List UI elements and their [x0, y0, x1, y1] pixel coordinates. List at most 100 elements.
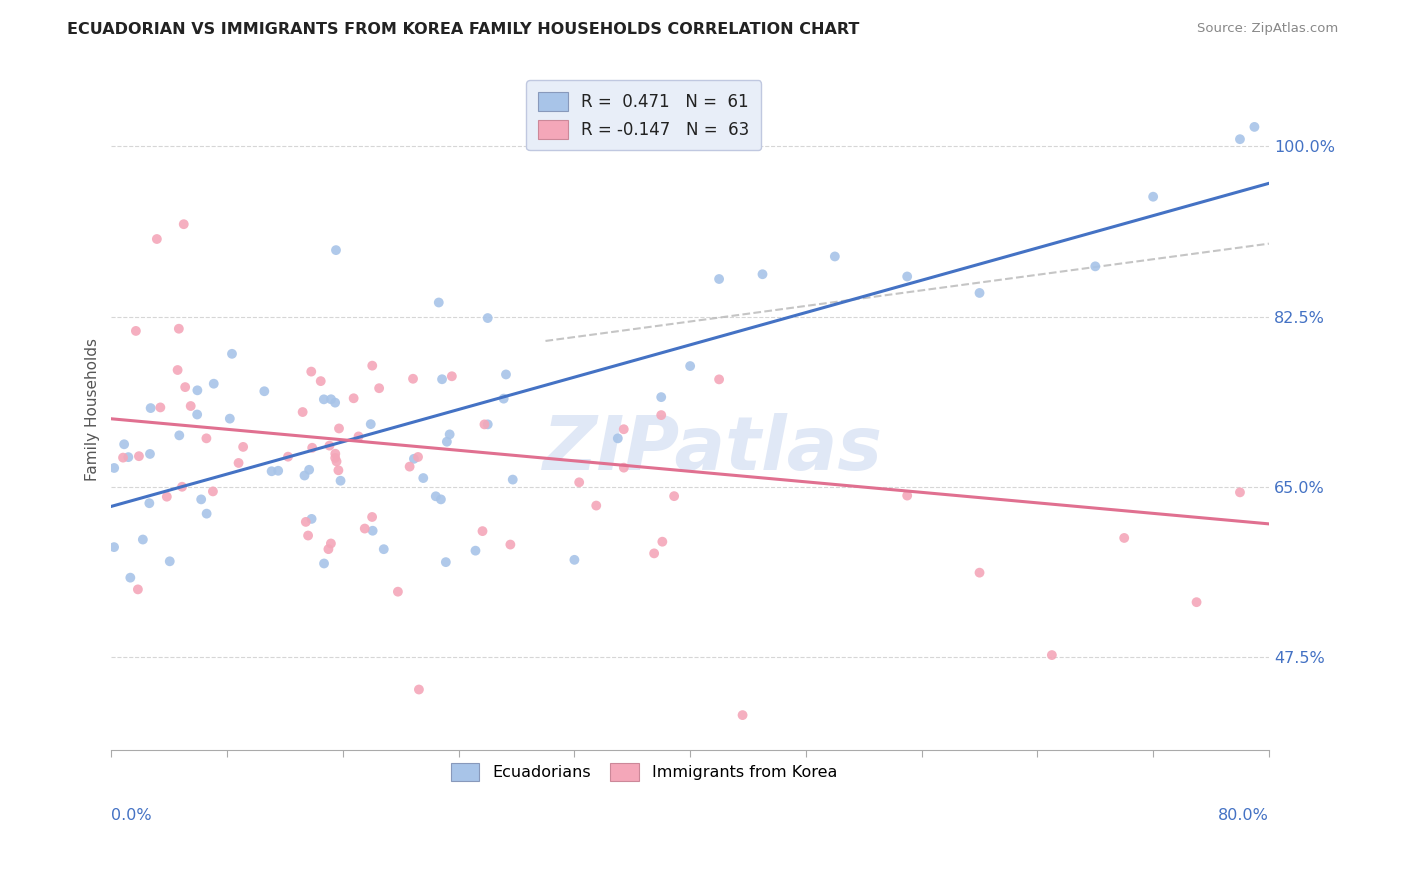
Point — [202, 376, 225, 391]
Point — [477, 417, 499, 432]
Point — [312, 557, 335, 571]
Point — [1243, 120, 1265, 134]
Point — [751, 267, 773, 281]
Point — [318, 542, 340, 557]
Point — [1185, 595, 1208, 609]
Point — [221, 347, 243, 361]
Point — [166, 363, 188, 377]
Point — [434, 555, 457, 569]
Point — [319, 392, 342, 407]
Point — [190, 492, 212, 507]
Point — [159, 554, 181, 568]
Point — [651, 534, 673, 549]
Point — [361, 510, 384, 524]
Point — [402, 372, 425, 386]
Point — [707, 272, 730, 286]
Text: ZIPatlas: ZIPatlas — [543, 413, 883, 486]
Point — [323, 450, 346, 465]
Point — [361, 359, 384, 373]
Point — [1040, 648, 1063, 662]
Point — [408, 682, 430, 697]
Point — [294, 468, 316, 483]
Point — [291, 405, 314, 419]
Point — [325, 454, 347, 468]
Point — [425, 489, 447, 503]
Point — [323, 447, 346, 461]
Point — [731, 708, 754, 723]
Point — [260, 464, 283, 478]
Point — [139, 401, 162, 415]
Point — [360, 417, 382, 431]
Point — [499, 538, 522, 552]
Point — [328, 463, 350, 477]
Point — [232, 440, 254, 454]
Point — [323, 395, 346, 409]
Point — [707, 372, 730, 386]
Point — [613, 460, 636, 475]
Point — [613, 422, 636, 436]
Point — [253, 384, 276, 399]
Point — [112, 437, 135, 451]
Point — [492, 392, 515, 406]
Point — [502, 473, 524, 487]
Point — [353, 522, 375, 536]
Point — [896, 489, 918, 503]
Point — [568, 475, 591, 490]
Point — [1114, 531, 1136, 545]
Point — [186, 408, 208, 422]
Point — [146, 232, 169, 246]
Point — [430, 492, 453, 507]
Point — [1229, 485, 1251, 500]
Point — [606, 431, 628, 445]
Point — [127, 582, 149, 597]
Point — [430, 372, 453, 386]
Point — [319, 536, 342, 550]
Point — [585, 499, 607, 513]
Point — [156, 490, 179, 504]
Point — [195, 431, 218, 445]
Point — [301, 441, 323, 455]
Point — [406, 450, 429, 464]
Point — [172, 480, 194, 494]
Point — [180, 399, 202, 413]
Point — [387, 584, 409, 599]
Point — [477, 311, 499, 326]
Point — [402, 451, 425, 466]
Point — [464, 543, 486, 558]
Point — [643, 546, 665, 560]
Point — [368, 381, 391, 395]
Point — [427, 295, 450, 310]
Point — [440, 369, 463, 384]
Point — [662, 489, 685, 503]
Point — [277, 450, 299, 464]
Point — [361, 524, 384, 538]
Point — [650, 408, 672, 422]
Point — [267, 464, 290, 478]
Legend: Ecuadorians, Immigrants from Korea: Ecuadorians, Immigrants from Korea — [443, 755, 845, 789]
Point — [195, 507, 218, 521]
Point — [564, 553, 586, 567]
Text: Source: ZipAtlas.com: Source: ZipAtlas.com — [1198, 22, 1339, 36]
Point — [103, 461, 125, 475]
Point — [169, 428, 191, 442]
Point — [103, 540, 125, 554]
Point — [824, 250, 846, 264]
Point — [297, 528, 319, 542]
Point — [298, 463, 321, 477]
Point — [149, 401, 172, 415]
Point — [679, 359, 702, 373]
Point — [186, 384, 208, 398]
Point — [343, 391, 366, 405]
Point — [329, 474, 352, 488]
Point — [896, 269, 918, 284]
Point — [301, 512, 323, 526]
Point — [112, 450, 135, 465]
Point — [299, 365, 322, 379]
Point — [439, 427, 461, 442]
Point — [650, 390, 672, 404]
Point — [436, 434, 458, 449]
Text: 80.0%: 80.0% — [1218, 808, 1268, 823]
Point — [295, 515, 318, 529]
Point — [318, 439, 340, 453]
Point — [309, 374, 332, 388]
